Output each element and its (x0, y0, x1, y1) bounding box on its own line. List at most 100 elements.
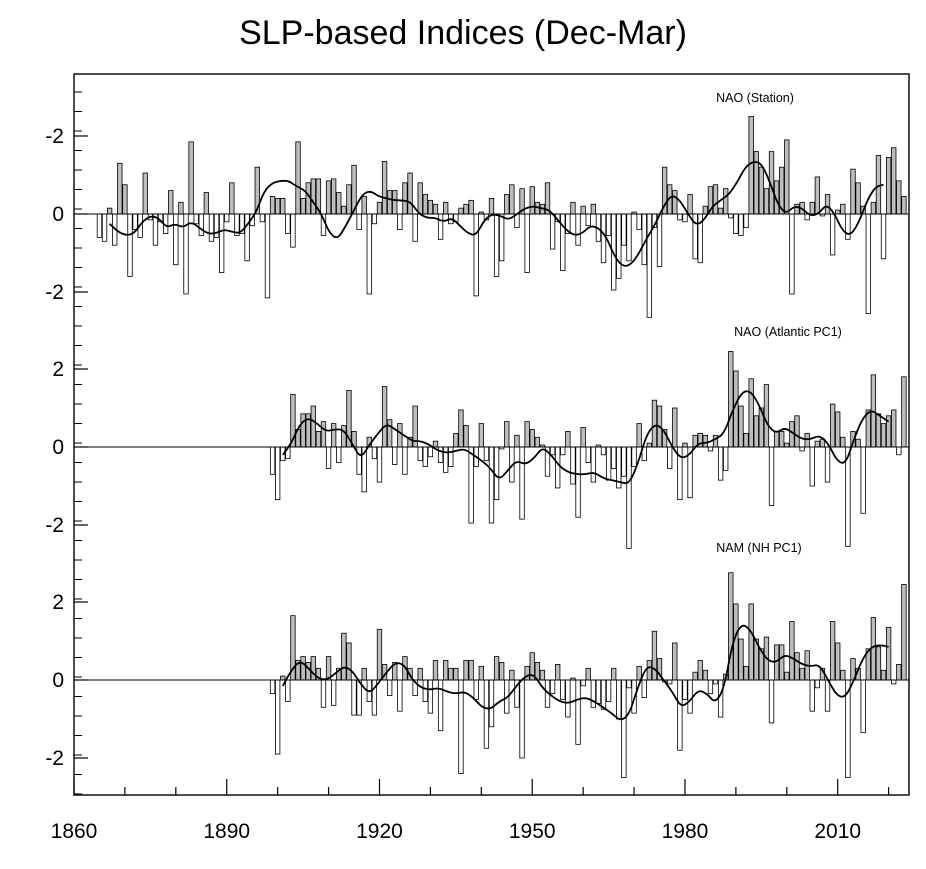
bar (331, 679, 337, 706)
bar (178, 201, 184, 215)
bar (712, 679, 719, 685)
bar (677, 213, 683, 221)
bar (453, 667, 459, 681)
bar (366, 213, 372, 295)
bar (478, 665, 484, 681)
bar (458, 207, 464, 215)
bar (743, 665, 749, 681)
y-tick-label: 0 (52, 669, 64, 692)
bar (458, 679, 464, 774)
bar (626, 213, 632, 262)
bar (96, 213, 103, 238)
bar (824, 194, 831, 215)
bar (794, 415, 800, 448)
bar (524, 421, 530, 448)
bar (692, 671, 698, 681)
bar (356, 446, 362, 475)
bar (397, 213, 403, 231)
bar (702, 669, 708, 681)
bar (376, 201, 383, 215)
bar (473, 213, 479, 297)
bar (789, 621, 795, 681)
bar (667, 679, 673, 685)
bar (346, 642, 352, 681)
bar (845, 446, 851, 547)
bar (280, 675, 286, 681)
bar (549, 213, 556, 250)
bar (504, 421, 510, 448)
bar (488, 197, 495, 215)
bar (376, 628, 383, 681)
bar (891, 147, 897, 215)
bar (106, 207, 113, 215)
bar (478, 423, 484, 448)
bar (529, 429, 535, 448)
bar (168, 190, 174, 215)
bar (565, 679, 571, 718)
bar (799, 446, 805, 452)
bar (402, 446, 408, 475)
bar (753, 151, 759, 215)
x-tick-label: 1950 (509, 820, 556, 843)
bar (845, 213, 851, 240)
bar (499, 662, 505, 681)
x-tick-label: 1860 (51, 820, 98, 843)
bar (763, 384, 770, 448)
bar (244, 213, 250, 262)
bar (733, 213, 739, 234)
bar (443, 446, 449, 473)
bar (738, 405, 744, 448)
bar (616, 213, 622, 279)
bar (483, 679, 490, 749)
bar (626, 679, 632, 689)
bar (351, 679, 357, 716)
bar (595, 679, 602, 704)
bar (229, 182, 235, 215)
series-label: NAO (Atlantic PC1) (734, 325, 842, 339)
bar (891, 409, 897, 448)
labels-layer: 1860 1890 1920 1950 1980 2010 -2 0 -2 NAO (Statio… (45, 91, 861, 843)
bar (855, 438, 861, 448)
bar (896, 664, 902, 681)
bar (305, 662, 311, 681)
bar (448, 667, 454, 681)
bar (789, 213, 795, 295)
bar (381, 160, 388, 215)
bar (331, 423, 337, 448)
bar (605, 213, 612, 236)
bar (361, 196, 367, 215)
bar (549, 679, 556, 695)
bar (901, 584, 907, 681)
bar (723, 446, 729, 471)
bar (758, 166, 764, 215)
bar (488, 679, 495, 728)
bar (417, 667, 423, 681)
bar (590, 446, 596, 483)
bar (667, 446, 673, 469)
bar (616, 679, 622, 720)
y-tick-label: -2 (45, 281, 64, 304)
bar (707, 679, 714, 695)
bar (493, 656, 500, 681)
bar (387, 190, 393, 215)
bar (300, 656, 306, 681)
bar (341, 425, 347, 448)
bar (101, 213, 108, 242)
bar (417, 182, 423, 215)
bar (473, 679, 479, 700)
bar (590, 679, 596, 708)
bar (275, 197, 281, 215)
bar (809, 201, 815, 215)
bar (514, 434, 520, 448)
bar (142, 172, 148, 215)
bar (687, 679, 693, 714)
bar (376, 446, 383, 483)
bar (697, 660, 703, 681)
smoothed-line (282, 624, 889, 721)
bar (738, 638, 744, 681)
bar (865, 409, 871, 448)
bar (682, 679, 688, 700)
y-tick-label: 2 (52, 591, 64, 614)
bar (875, 413, 882, 448)
bar (600, 446, 607, 456)
